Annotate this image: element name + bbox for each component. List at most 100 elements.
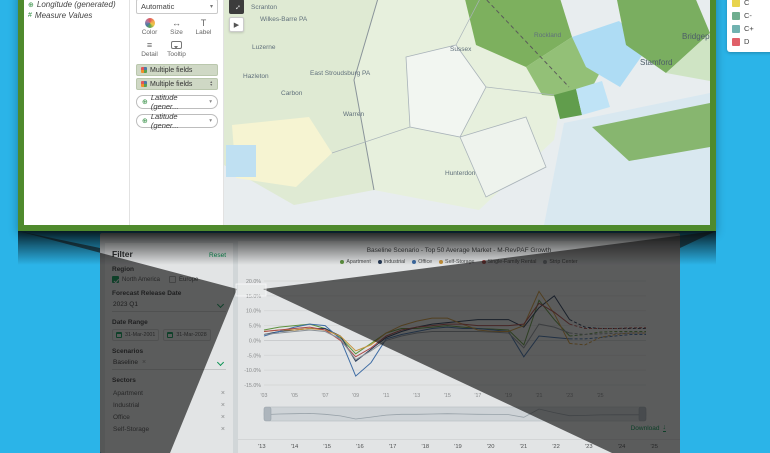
latitude-pill[interactable]: ⊕ Latitude (gener... ▾ xyxy=(136,112,218,130)
map-place-label: Hazleton xyxy=(243,73,269,80)
x-axis-tick: '15 xyxy=(444,393,451,399)
year-tick: '21 xyxy=(519,444,528,450)
color-button[interactable]: Color xyxy=(136,17,163,36)
multiple-fields-icon xyxy=(141,81,147,87)
tooltip-button[interactable]: Tooltip xyxy=(163,39,190,58)
legend-label: C xyxy=(744,0,750,7)
chart-legend-item[interactable]: Strip Center xyxy=(543,259,578,265)
date-start-input[interactable]: 31-Mar-2001 xyxy=(112,329,160,341)
legend-item[interactable]: C xyxy=(732,0,770,9)
chart-legend-label: Strip Center xyxy=(549,259,578,265)
x-axis-tick: '19 xyxy=(505,393,512,399)
region-options: North America Europe xyxy=(112,276,226,283)
legend-item[interactable]: D xyxy=(732,35,770,48)
chart-legend-item[interactable]: Industrial xyxy=(377,259,405,265)
detail-button[interactable]: ≡ Detail xyxy=(136,39,163,59)
size-button[interactable]: ↔ Size xyxy=(163,17,190,37)
x-axis-tick: '05 xyxy=(291,393,298,399)
chart-panel: Baseline Scenario - Top 50 Average Marke… xyxy=(238,241,680,453)
y-axis-tick: -15.0% xyxy=(244,383,261,389)
region-checkbox-europe[interactable]: Europe xyxy=(169,276,198,283)
globe-icon: ⊕ xyxy=(142,118,148,125)
tooltip-bubble-icon xyxy=(171,39,182,50)
date-start-value: 31-Mar-2001 xyxy=(125,332,156,338)
range-handle-left[interactable] xyxy=(263,406,272,422)
range-handle-right[interactable] xyxy=(638,406,647,422)
year-tick: '18 xyxy=(421,444,430,450)
expand-arrows-icon: ↔ xyxy=(230,0,243,13)
mark-type-dropdown[interactable]: Automatic ▾ xyxy=(136,0,218,14)
sector-list: Apartment × Industrial × Office × Self-Storage… xyxy=(112,387,226,435)
chart-legend-item[interactable]: Office xyxy=(412,259,432,265)
y-axis-tick: 15.0% xyxy=(246,294,261,300)
year-tick: '14 xyxy=(290,444,299,450)
calendar-icon xyxy=(167,332,174,338)
spinner-icon[interactable]: ▲ ▼ xyxy=(210,80,213,88)
map-canvas[interactable] xyxy=(224,0,710,225)
x-axis-tick: '13 xyxy=(413,393,420,399)
remove-icon[interactable]: × xyxy=(141,359,147,366)
series-line xyxy=(263,290,571,352)
multiple-fields-icon xyxy=(141,67,147,73)
chart-title: Baseline Scenario - Top 50 Average Marke… xyxy=(366,247,552,254)
download-button[interactable]: Download ↓ xyxy=(631,424,666,432)
x-axis-tick: '25 xyxy=(597,393,604,399)
marks-buttons-row-2: ≡ Detail Tooltip xyxy=(136,39,218,59)
map-place-label: Warren xyxy=(343,111,365,118)
measure-values-icon: # xyxy=(28,12,32,19)
bottom-axis-years: '13 '14 '15 '16 '17 '18 '19 '20 '21 '22 '23 '24 '25 xyxy=(258,444,658,450)
scenario-select[interactable]: Baseline × xyxy=(112,358,226,370)
legend-swatch xyxy=(732,37,740,46)
field-item[interactable]: ⊕ Longitude (generated) xyxy=(24,0,129,10)
chart-legend-label: Office xyxy=(418,259,433,265)
year-tick: '15 xyxy=(323,444,331,450)
checkbox-label: Europe xyxy=(179,276,199,283)
map-expand-button[interactable]: ↔ xyxy=(229,0,244,14)
remove-icon[interactable]: × xyxy=(220,413,225,421)
chart-legend-label: Self-Storage xyxy=(445,259,475,265)
year-tick: '19 xyxy=(454,444,462,450)
chevron-down-icon: ▾ xyxy=(209,4,213,10)
pill-label: Latitude (gener... xyxy=(150,93,179,111)
sector-label: Apartment xyxy=(113,389,143,397)
map-place-label: Stamford xyxy=(640,58,673,67)
button-label: Size xyxy=(170,29,183,36)
legend-item[interactable]: C+ xyxy=(732,22,770,35)
legend-swatch xyxy=(732,0,740,7)
multiple-fields-pill[interactable]: Multiple fields ▲ ▼ xyxy=(136,78,218,90)
grade-legend: C C- C+ D xyxy=(727,0,770,52)
forecast-release-select[interactable]: 2023 Q1 xyxy=(112,300,226,312)
multiple-fields-pill[interactable]: Multiple fields xyxy=(136,64,218,76)
pill-label: Latitude (gener... xyxy=(150,112,179,130)
filter-panel: Filter Reset Region North America Europe … xyxy=(105,243,233,453)
sector-label: Office xyxy=(113,413,130,421)
legend-item[interactable]: C- xyxy=(732,9,770,22)
remove-icon[interactable]: × xyxy=(220,401,225,409)
date-end-input[interactable]: 31-Mar-2028 xyxy=(163,329,211,341)
map-toolbar-toggle-button[interactable]: ▶ xyxy=(229,17,244,32)
map-view[interactable]: Scranton Wilkes-Barre PA Luzerne Hazleton Ea… xyxy=(224,0,710,225)
y-axis-tick: -10.0% xyxy=(244,368,261,374)
tooltip-bubble-icon xyxy=(171,40,182,49)
region-checkbox-north-america[interactable]: North America xyxy=(112,276,160,283)
remove-icon[interactable]: × xyxy=(220,389,225,397)
checkbox-icon xyxy=(169,276,177,283)
button-label: Detail xyxy=(141,51,158,58)
pill-label: Multiple fields xyxy=(150,80,193,88)
region-label: Region xyxy=(112,266,135,273)
chart-legend-item[interactable]: Apartment xyxy=(340,259,371,265)
filter-reset-link[interactable]: Reset xyxy=(209,252,226,259)
series-line xyxy=(263,323,570,377)
sector-row: Office × xyxy=(112,411,226,423)
y-axis-tick: 20.0% xyxy=(246,279,261,285)
remove-icon[interactable]: × xyxy=(220,425,225,433)
label-button[interactable]: T Label xyxy=(190,17,217,37)
year-tick: '20 xyxy=(486,444,495,450)
sectors-label: Sectors xyxy=(112,377,136,384)
chevron-down-icon xyxy=(216,300,225,309)
latitude-pill[interactable]: ⊕ Latitude (gener... ▾ xyxy=(136,93,218,111)
chart-legend-item[interactable]: Self-Storage xyxy=(439,259,475,265)
scenarios-label: Scenarios xyxy=(112,348,144,355)
field-item[interactable]: # Measure Values xyxy=(24,10,129,21)
chart-legend-item[interactable]: Single-Family Rental xyxy=(481,259,536,265)
